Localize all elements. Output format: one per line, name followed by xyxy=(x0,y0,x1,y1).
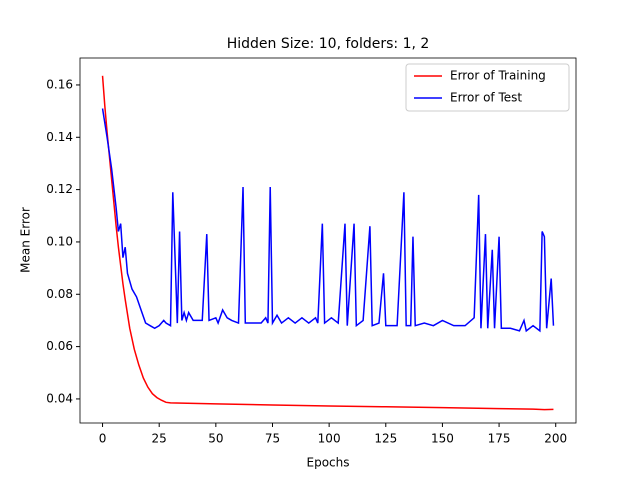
series-line xyxy=(101,75,554,411)
y-tick-label: 0.14 xyxy=(46,130,73,144)
legend-box xyxy=(405,63,570,112)
y-axis-label: Mean Error xyxy=(19,207,33,273)
y-tick-label: 0.16 xyxy=(46,77,73,91)
y-tick-label: 0.10 xyxy=(46,234,73,248)
x-tick-label: 150 xyxy=(431,432,454,446)
y-tick-label: 0.12 xyxy=(46,182,73,196)
x-axis-label: Epochs xyxy=(307,456,350,470)
y-tick-label: 0.08 xyxy=(46,287,73,301)
x-tick-label: 125 xyxy=(374,432,397,446)
x-tick-label: 50 xyxy=(208,432,223,446)
y-tick-label: 0.04 xyxy=(46,391,73,405)
legend-label: Error of Test xyxy=(450,91,522,105)
x-tick-label: 25 xyxy=(152,432,167,446)
y-tick-label: 0.06 xyxy=(46,339,73,353)
x-tick-label: 0 xyxy=(99,432,107,446)
legend-label: Error of Training xyxy=(450,69,546,83)
x-tick-label: 175 xyxy=(488,432,511,446)
x-tick-label: 100 xyxy=(318,432,341,446)
x-tick-label: 200 xyxy=(544,432,567,446)
chart-title: Hidden Size: 10, folders: 1, 2 xyxy=(227,36,430,52)
x-tick-label: 75 xyxy=(265,432,280,446)
series-line xyxy=(101,108,555,333)
plot-frame xyxy=(79,57,577,424)
